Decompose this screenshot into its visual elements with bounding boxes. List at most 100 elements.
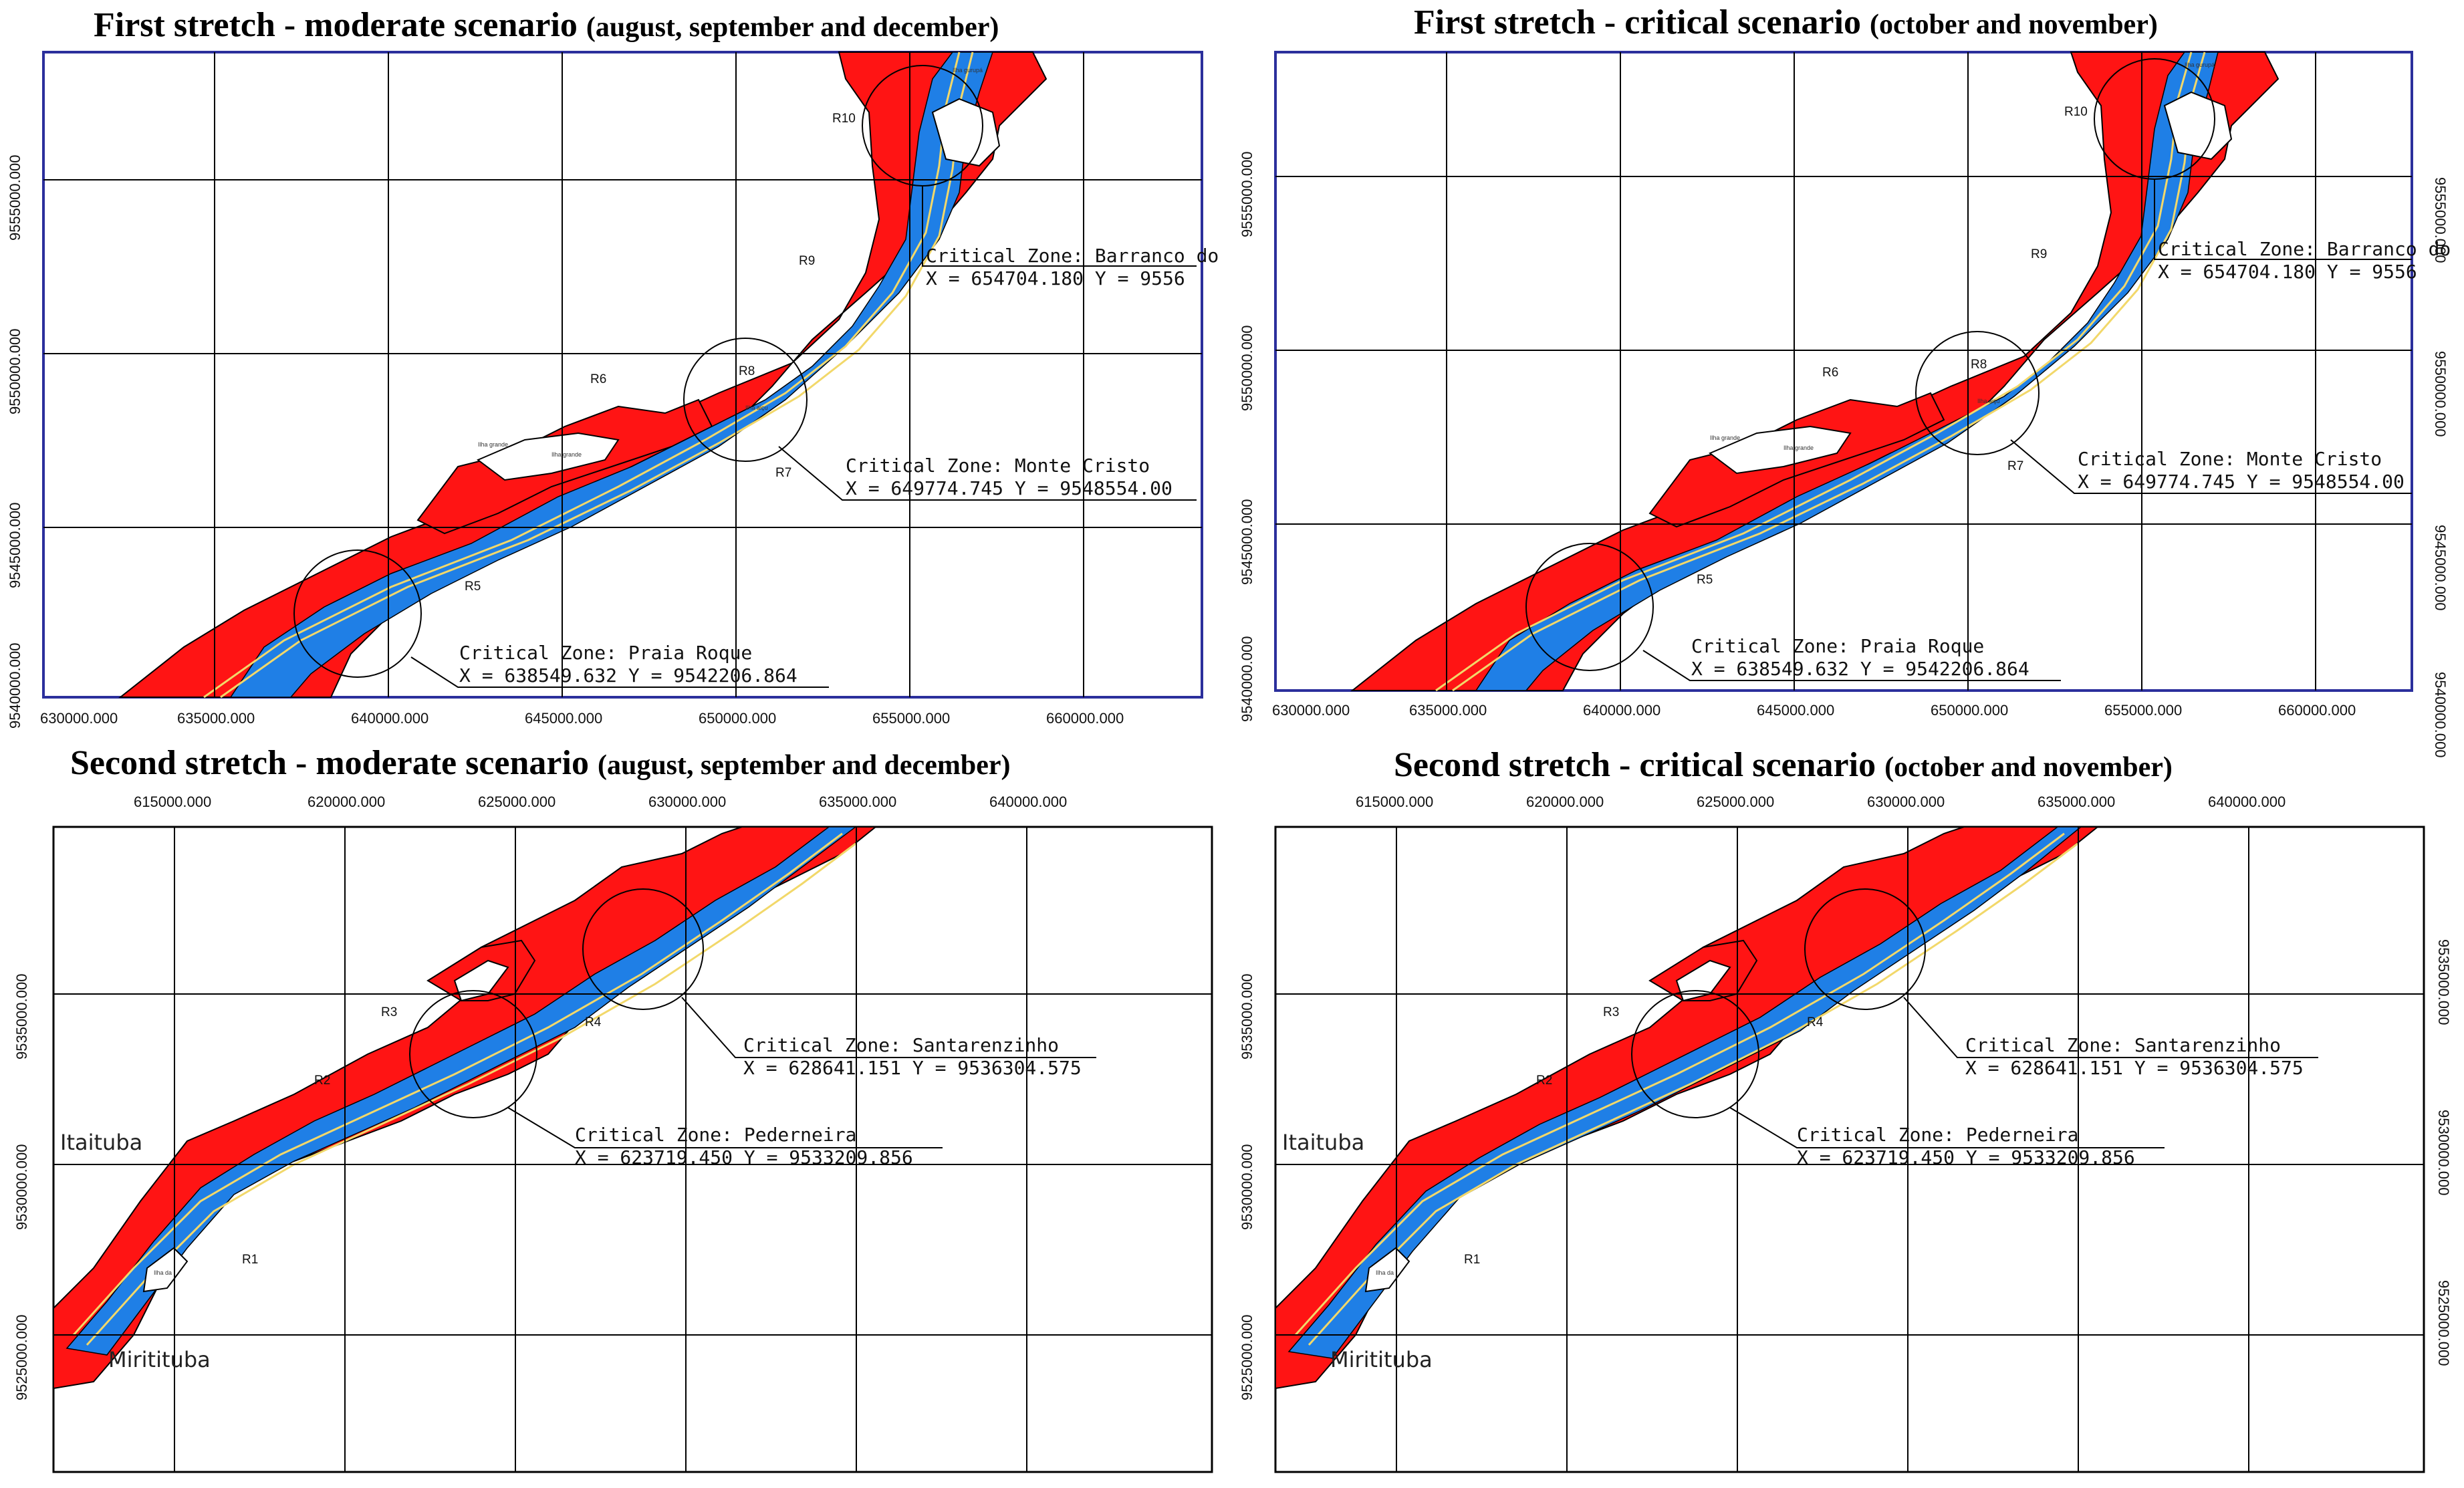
x-tick-label: 630000.000 — [1867, 793, 1945, 810]
island-upper — [2163, 91, 2233, 160]
x-tick-label: 640000.000 — [1583, 702, 1660, 719]
place-label-miritituba: Miritituba — [108, 1347, 211, 1372]
island — [1364, 1247, 1410, 1293]
nav-channel-2 — [1308, 842, 2078, 1346]
y-tick-label: 9550000.000 — [7, 329, 23, 414]
reach-label: R3 — [1603, 1005, 1619, 1019]
x-tick-label: 620000.000 — [307, 793, 385, 810]
island-label: Ilha grande — [1710, 435, 1740, 441]
y-axis-ticks-left: 9535000.000 9530000.000 9525000.000 — [13, 974, 30, 1400]
zone-coords: X = 649774.745 Y = 9548554.00 — [2078, 471, 2405, 493]
y-axis-ticks-right: 9535000.000 9530000.000 9525000.000 — [2435, 939, 2452, 1366]
x-tick-label: 640000.000 — [2208, 793, 2286, 810]
critical-zone-circle — [1915, 331, 2040, 455]
river-shape — [1350, 51, 2280, 692]
leader-line — [410, 656, 829, 688]
zone-coords: X = 654704.180 Y = 9556 — [2158, 261, 2417, 283]
reach-label: R8 — [1971, 358, 1987, 372]
x-axis-ticks: 630000.000 635000.000 640000.000 645000.… — [1272, 702, 2356, 719]
y-tick-label: 9555000.000 — [1239, 152, 1255, 237]
grid — [43, 52, 1202, 697]
reach-label: R8 — [739, 364, 755, 378]
map-first-moderate: Critical Zone: Barranco do X = 654704.18… — [7, 51, 1219, 729]
reach-label: R2 — [1536, 1074, 1552, 1088]
nav-channel — [203, 51, 961, 699]
island — [142, 1247, 189, 1293]
zone-coords: X = 638549.632 Y = 9542206.864 — [459, 664, 797, 687]
leader-line — [681, 997, 1096, 1058]
critical-zone-circle — [293, 549, 422, 678]
y-tick-label: 9530000.000 — [1239, 1144, 1255, 1230]
y-tick-label: 9540000.000 — [7, 643, 23, 729]
y-tick-label: 9540000.000 — [2432, 672, 2449, 757]
reach-label: R10 — [832, 112, 856, 126]
island-label: Ilha grande — [478, 441, 508, 448]
y-tick-label: 9545000.000 — [1239, 499, 1255, 585]
title-main: Second stretch - critical scenario — [1394, 746, 1876, 784]
x-axis-ticks-top: 615000.000 620000.000 625000.000 630000.… — [134, 793, 1067, 810]
y-tick-label: 9530000.000 — [2435, 1110, 2452, 1195]
x-tick-label: 630000.000 — [648, 793, 726, 810]
zone-name: Critical Zone: Pederneira — [575, 1124, 856, 1146]
island-upper — [931, 98, 1001, 167]
critical-zone-circle — [1631, 990, 1759, 1118]
y-tick-label: 9525000.000 — [2435, 1280, 2452, 1366]
island-large — [1709, 425, 1852, 475]
y-tick-label: 9525000.000 — [13, 1315, 30, 1400]
y-tick-label: 9535000.000 — [2435, 939, 2452, 1025]
reach-label: R1 — [1464, 1253, 1480, 1267]
island-label: Ilha da — [154, 1269, 172, 1276]
x-axis-ticks: 630000.000 635000.000 640000.000 645000.… — [40, 710, 1124, 727]
zone-coords: X = 654704.180 Y = 9556 — [926, 267, 1185, 289]
x-tick-label: 660000.000 — [1046, 710, 1124, 727]
map-area: Critical Zone: Santarenzinho X = 628641.… — [52, 826, 1213, 1473]
reach-label: R3 — [381, 1005, 397, 1019]
zone-name: Critical Zone: Barranco do — [2158, 238, 2451, 260]
nav-channel-2 — [86, 842, 856, 1346]
y-tick-label: 9525000.000 — [1239, 1315, 1255, 1400]
reach-label: R2 — [314, 1074, 330, 1088]
reach-label: R7 — [775, 466, 791, 480]
title-main: First stretch - moderate scenario — [94, 6, 578, 44]
title-first-moderate: First stretch - moderate scenario (augus… — [94, 5, 999, 47]
zone-name: Critical Zone: Pederneira — [1797, 1124, 2078, 1146]
zone-coords: X = 628641.151 Y = 9536304.575 — [1965, 1057, 2304, 1079]
zone-name: Critical Zone: Barranco do — [926, 245, 1219, 267]
zone-coords: X = 623719.450 Y = 9533209.856 — [1797, 1146, 2135, 1168]
y-axis-ticks-left: 9555000.000 9550000.000 9545000.000 9540… — [1239, 152, 1255, 722]
leader-line — [922, 186, 1197, 267]
nav-channel — [1435, 51, 2193, 692]
river-shape — [118, 51, 1048, 699]
map-area: Critical Zone: Barranco do X = 654704.18… — [1274, 51, 2451, 692]
y-axis-ticks-left: 9535000.000 9530000.000 9525000.000 — [1239, 974, 1255, 1400]
x-tick-label: 640000.000 — [989, 793, 1067, 810]
critical-zone-circle — [1804, 888, 1926, 1010]
x-tick-label: 625000.000 — [478, 793, 556, 810]
leader-line — [1642, 650, 2061, 681]
x-tick-label: 635000.000 — [177, 710, 255, 727]
y-tick-label: 9535000.000 — [13, 974, 30, 1060]
x-tick-label: 645000.000 — [1757, 702, 1834, 719]
island-label: Ilha gurupá — [953, 67, 983, 74]
island-large — [477, 432, 620, 481]
river-shape — [1275, 826, 2100, 1390]
x-tick-label: 630000.000 — [40, 710, 118, 727]
reach-label: R4 — [1807, 1015, 1824, 1029]
reach-label: R6 — [590, 372, 606, 386]
zone-coords: X = 623719.450 Y = 9533209.856 — [575, 1146, 913, 1168]
y-tick-label: 9550000.000 — [2432, 351, 2449, 437]
place-label-itaituba: Itaituba — [1282, 1130, 1364, 1155]
leader-line — [778, 446, 1197, 501]
map-second-moderate: 615000.000 620000.000 625000.000 630000.… — [13, 793, 1213, 1473]
reach-label: R9 — [2031, 247, 2047, 261]
title-sub: (august, september and december) — [586, 12, 999, 43]
title-second-critical: Second stretch - critical scenario (octo… — [1394, 745, 2173, 787]
x-tick-label: 635000.000 — [2038, 793, 2115, 810]
grid — [1275, 827, 2424, 1472]
zone-name: Critical Zone: Monte Cristo — [2078, 448, 2382, 470]
zone-name: Critical Zone: Santarenzinho — [1965, 1034, 2281, 1056]
title-sub: (october and november) — [1870, 9, 2158, 40]
title-sub: (august, september and december) — [597, 750, 1011, 781]
map-area: Critical Zone: Barranco do X = 654704.18… — [42, 51, 1219, 699]
y-tick-label: 9535000.000 — [1239, 974, 1255, 1060]
